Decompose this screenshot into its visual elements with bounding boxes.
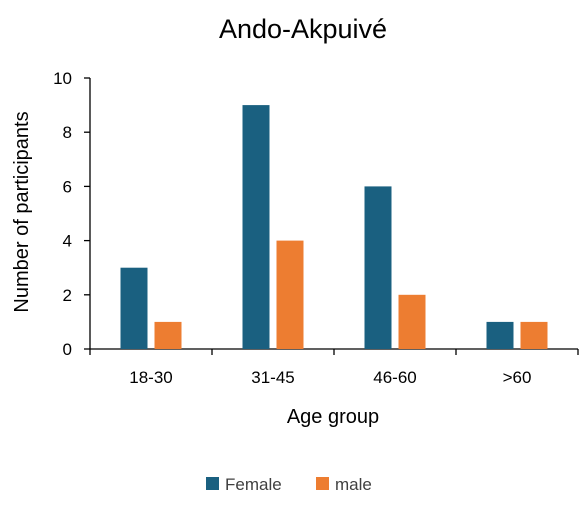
legend-swatch-male [316,477,329,490]
chart-title: Ando-Akpuivé [219,14,387,44]
y-tick-label: 6 [63,177,72,196]
y-tick-label: 8 [63,123,72,142]
legend-swatch-female [206,477,219,490]
bar-male->60 [520,321,548,349]
bar-male-46-60 [398,294,426,349]
bars [120,105,548,349]
y-axis: 0 2 4 6 8 10 [53,69,91,359]
y-tick-label: 4 [63,232,72,251]
legend-label-male: male [335,475,372,494]
x-tick-label: 46-60 [373,368,416,387]
bar-female-18-30 [120,267,148,349]
bar-male-31-45 [276,240,304,349]
bar-male-18-30 [154,321,182,349]
bar-female-46-60 [364,186,392,349]
bar-female->60 [486,321,514,349]
bar-female-31-45 [242,105,270,349]
y-axis-label: Number of participants [11,111,33,312]
x-axis-label: Age group [287,406,379,428]
y-tick-label: 10 [53,69,72,88]
x-tick-label: 31-45 [251,368,294,387]
x-tick-label: >60 [503,368,532,387]
x-tick-label: 18-30 [129,368,172,387]
y-tick-label: 2 [63,286,72,305]
y-tick-label: 0 [63,340,72,359]
legend: Female male [206,475,372,494]
x-axis: 18-30 31-45 46-60 >60 [89,348,579,387]
legend-label-female: Female [225,475,282,494]
